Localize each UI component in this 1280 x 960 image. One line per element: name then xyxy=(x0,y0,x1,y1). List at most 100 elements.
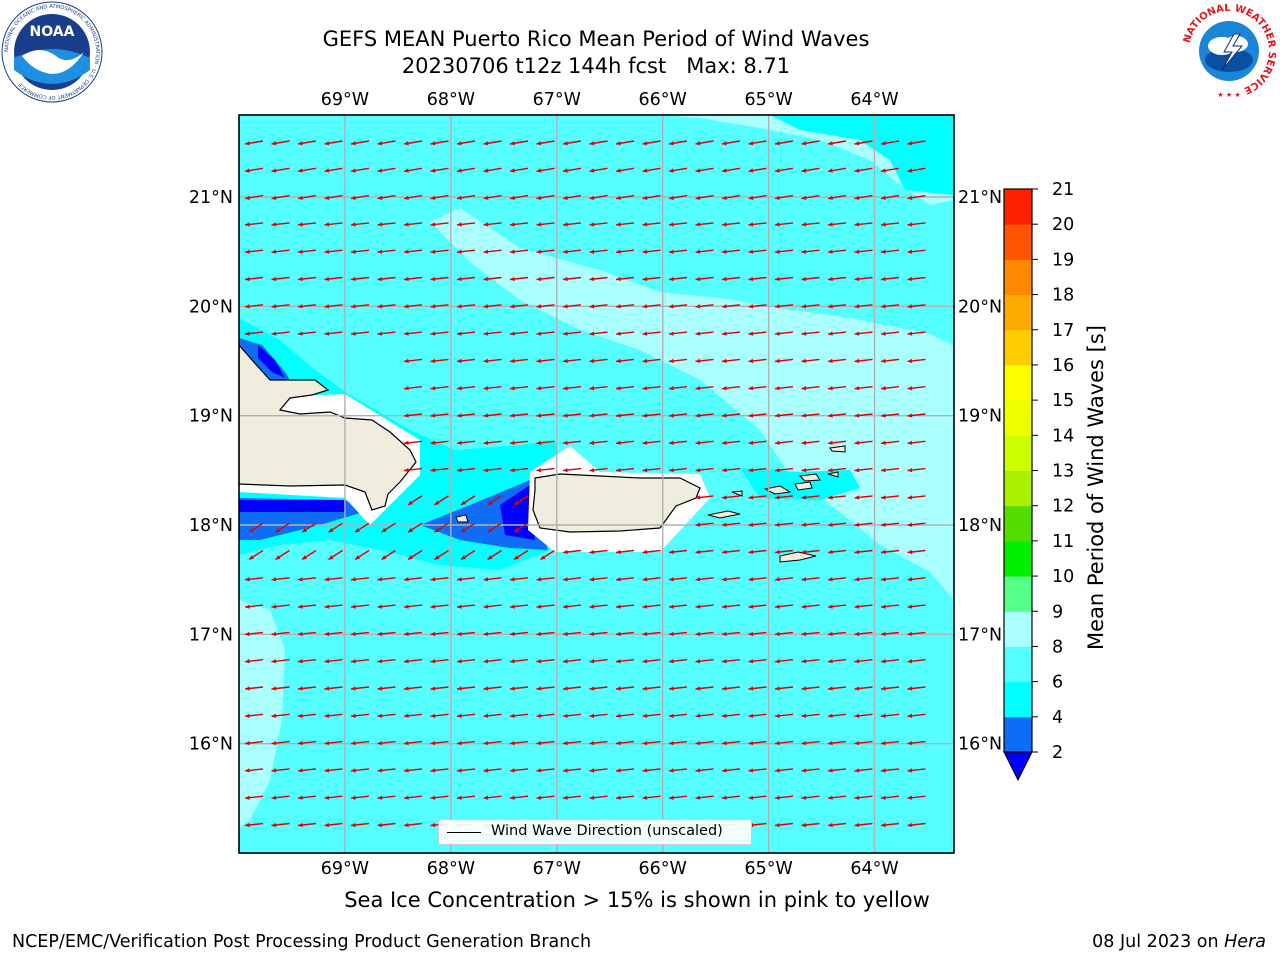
wave-direction-arrow xyxy=(434,495,449,506)
wave-direction-arrow xyxy=(456,795,476,800)
lon-label-bottom: 66°W xyxy=(639,859,687,879)
wave-direction-arrow xyxy=(774,276,794,282)
wave-direction-arrow xyxy=(297,604,317,609)
wave-direction-arrow xyxy=(324,659,343,664)
wave-direction-arrow xyxy=(880,276,900,282)
wave-direction-arrow xyxy=(854,140,873,146)
noaa-logo-text: NOAA xyxy=(30,24,75,40)
wave-direction-arrow xyxy=(615,604,635,609)
wave-direction-arrow xyxy=(324,577,343,582)
wave-direction-arrow xyxy=(562,386,582,391)
wave-direction-arrow xyxy=(854,740,873,746)
wave-direction-arrow xyxy=(668,194,688,201)
wave-direction-arrow xyxy=(301,522,317,533)
wave-direction-arrow xyxy=(721,304,741,309)
colorbar-tick-label: 11 xyxy=(1052,532,1074,552)
wave-direction-arrow xyxy=(589,686,608,691)
lon-label-top: 69°W xyxy=(321,90,369,110)
wave-direction-arrow xyxy=(483,631,502,637)
lat-label-left: 21°N xyxy=(189,188,233,208)
wave-direction-arrow xyxy=(509,358,529,364)
wave-direction-arrow xyxy=(562,194,582,201)
wave-direction-arrow xyxy=(854,686,873,691)
wave-direction-arrow xyxy=(350,822,370,828)
wave-direction-arrow xyxy=(430,167,449,173)
wave-direction-arrow xyxy=(350,795,370,800)
wave-direction-arrow xyxy=(880,222,900,227)
wave-direction-arrow xyxy=(350,659,370,664)
wave-direction-arrow xyxy=(721,167,741,173)
wave-direction-arrow xyxy=(642,577,661,582)
wave-direction-arrow xyxy=(854,386,873,391)
wave-direction-arrow xyxy=(297,822,317,828)
wave-direction-arrow xyxy=(483,167,502,173)
wave-direction-arrow xyxy=(350,577,370,582)
wave-direction-arrow xyxy=(854,631,873,637)
wave-direction-arrow xyxy=(721,768,741,773)
colorbar-tick-label: 18 xyxy=(1052,286,1074,306)
lat-label-left: 19°N xyxy=(189,407,233,427)
wave-direction-arrow xyxy=(907,522,926,527)
wave-direction-arrow xyxy=(615,659,635,664)
wave-direction-arrow xyxy=(483,358,502,364)
wave-direction-arrow xyxy=(880,740,900,746)
lon-label-top: 66°W xyxy=(639,90,687,110)
wave-direction-arrow xyxy=(668,386,688,391)
wave-direction-arrow xyxy=(562,331,582,336)
colorbar-segment xyxy=(1004,576,1032,612)
wave-direction-arrow xyxy=(483,604,502,609)
colorbar-segment xyxy=(1004,294,1032,331)
wave-direction-arrow xyxy=(430,795,449,800)
wave-direction-arrow xyxy=(748,549,767,555)
wave-direction-arrow xyxy=(271,222,290,227)
wave-direction-arrow xyxy=(562,304,582,309)
wave-direction-arrow xyxy=(721,413,741,418)
wave-direction-arrow xyxy=(271,140,290,146)
wave-direction-arrow xyxy=(589,194,608,201)
lon-label-bottom: 65°W xyxy=(744,859,792,879)
wave-direction-arrow xyxy=(615,768,635,773)
wave-direction-arrow xyxy=(377,194,396,201)
wave-direction-arrow xyxy=(827,713,847,718)
wave-direction-arrow xyxy=(562,577,582,582)
wave-direction-arrow xyxy=(248,522,264,533)
sea-ice-note: Sea Ice Concentration > 15% is shown in … xyxy=(344,888,930,912)
wave-direction-arrow xyxy=(562,631,582,637)
wave-direction-arrow xyxy=(589,413,608,418)
wave-direction-arrow xyxy=(403,140,423,146)
wave-direction-arrow xyxy=(801,713,820,718)
wave-direction-arrow xyxy=(509,795,529,800)
wave-direction-arrow xyxy=(695,467,714,473)
wave-direction-arrow xyxy=(854,222,873,227)
wave-direction-arrow xyxy=(430,331,449,336)
wave-direction-arrow xyxy=(801,795,820,800)
wave-direction-arrow xyxy=(748,686,767,691)
wave-direction-arrow xyxy=(483,577,502,582)
wave-direction-arrow xyxy=(562,167,582,173)
wave-direction-arrow xyxy=(509,304,529,309)
wave-direction-arrow xyxy=(403,358,423,364)
map-legend: Wind Wave Direction (unscaled) xyxy=(438,819,752,845)
wave-direction-arrow xyxy=(244,659,264,664)
wave-direction-arrow xyxy=(324,713,343,718)
wave-direction-arrow xyxy=(615,276,635,282)
wave-direction-arrow xyxy=(801,304,820,309)
wave-direction-arrow xyxy=(827,167,847,173)
wave-direction-arrow xyxy=(562,358,582,364)
wave-direction-arrow xyxy=(297,768,317,773)
wave-direction-arrow xyxy=(907,167,926,173)
wave-direction-arrow xyxy=(880,386,900,391)
wave-direction-arrow xyxy=(668,413,688,418)
wave-direction-arrow xyxy=(721,194,741,201)
wave-direction-arrow xyxy=(536,740,555,746)
wave-direction-arrow xyxy=(456,194,476,201)
wave-direction-arrow xyxy=(536,194,555,201)
wave-direction-arrow xyxy=(509,440,529,445)
wave-direction-arrow xyxy=(430,713,449,718)
wave-direction-arrow xyxy=(801,413,820,418)
wave-direction-arrow xyxy=(509,276,529,282)
wave-direction-arrow xyxy=(774,713,794,718)
wave-direction-arrow xyxy=(721,549,741,555)
wave-direction-arrow xyxy=(509,194,529,201)
wave-direction-arrow xyxy=(244,222,264,227)
